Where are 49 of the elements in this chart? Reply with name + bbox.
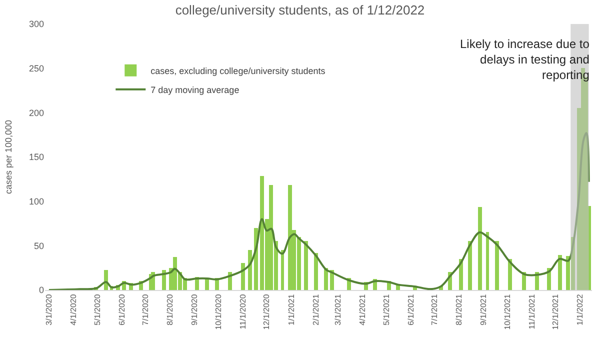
bar xyxy=(468,241,472,290)
bar xyxy=(281,250,284,290)
x-tick-label: 1/1/2022 xyxy=(576,294,585,326)
x-tick-label: 5/1/2020 xyxy=(92,294,102,326)
y-tick-label: 300 xyxy=(28,19,44,30)
x-tick-label: 12/1/2021 xyxy=(551,294,560,330)
legend-label: 7 day moving average xyxy=(150,84,240,95)
x-tick-label: 10/1/2021 xyxy=(502,294,512,330)
bar xyxy=(478,207,482,290)
y-tick-label: 250 xyxy=(28,63,44,74)
x-tick-label: 8/1/2021 xyxy=(454,294,464,326)
annotation: Likely to increase due to delays in testing and reporting xyxy=(460,37,590,82)
x-tick-label: 3/1/2021 xyxy=(333,294,342,326)
bar xyxy=(241,263,245,290)
x-tick-label: 1/1/2021 xyxy=(286,294,296,326)
bar xyxy=(495,241,499,290)
x-tick-label: 9/1/2021 xyxy=(479,294,488,326)
x-tick-label: 11/1/2020 xyxy=(238,294,248,330)
x-tick-label: 9/1/2020 xyxy=(190,294,200,326)
legend-label: cases, excluding college/university students xyxy=(150,66,326,76)
bar xyxy=(324,268,328,290)
x-tick-label: 11/1/2021 xyxy=(527,294,536,330)
bar xyxy=(288,185,292,290)
x-tick-label: 3/1/2020 xyxy=(44,294,54,326)
y-tick-label: 50 xyxy=(34,240,44,251)
bar xyxy=(558,255,562,290)
y-tick-label: 0 xyxy=(38,285,44,296)
x-tick-label: 6/1/2021 xyxy=(406,294,416,326)
bar xyxy=(248,250,252,290)
x-tick-label: 8/1/2020 xyxy=(166,294,175,326)
x-tick-label: 5/1/2021 xyxy=(382,294,391,326)
x-tick-label: 2/1/2021 xyxy=(311,294,320,326)
line-series xyxy=(48,132,590,290)
x-tick-label: 6/1/2020 xyxy=(117,294,126,326)
x-tick-label: 12/1/2020 xyxy=(262,294,272,330)
bar xyxy=(508,259,512,290)
bar xyxy=(486,232,489,290)
y-tick-label: 150 xyxy=(28,152,44,162)
chart-title: college/university students, as of 1/12/2022 xyxy=(175,2,425,18)
y-axis-title: cases per 100,000 xyxy=(3,120,14,194)
x-tick-label: 4/1/2021 xyxy=(358,294,368,326)
bar xyxy=(314,253,318,290)
x-tick-label: 7/1/2021 xyxy=(430,294,440,326)
y-tick-label: 200 xyxy=(28,108,44,118)
x-tick-label: 10/1/2020 xyxy=(214,294,223,330)
x-tick-label: 4/1/2020 xyxy=(69,294,78,326)
y-tick-label: 100 xyxy=(28,196,44,206)
x-tick-label: 7/1/2020 xyxy=(141,294,150,326)
bar xyxy=(304,241,308,290)
